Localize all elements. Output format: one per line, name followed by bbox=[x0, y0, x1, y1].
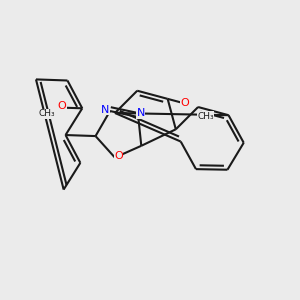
Text: CH₃: CH₃ bbox=[39, 109, 56, 118]
Text: N: N bbox=[101, 104, 110, 115]
Text: CH₃: CH₃ bbox=[197, 112, 214, 121]
Text: O: O bbox=[58, 101, 66, 111]
Text: O: O bbox=[114, 151, 123, 161]
Text: O: O bbox=[181, 98, 189, 108]
Text: N: N bbox=[136, 108, 145, 118]
